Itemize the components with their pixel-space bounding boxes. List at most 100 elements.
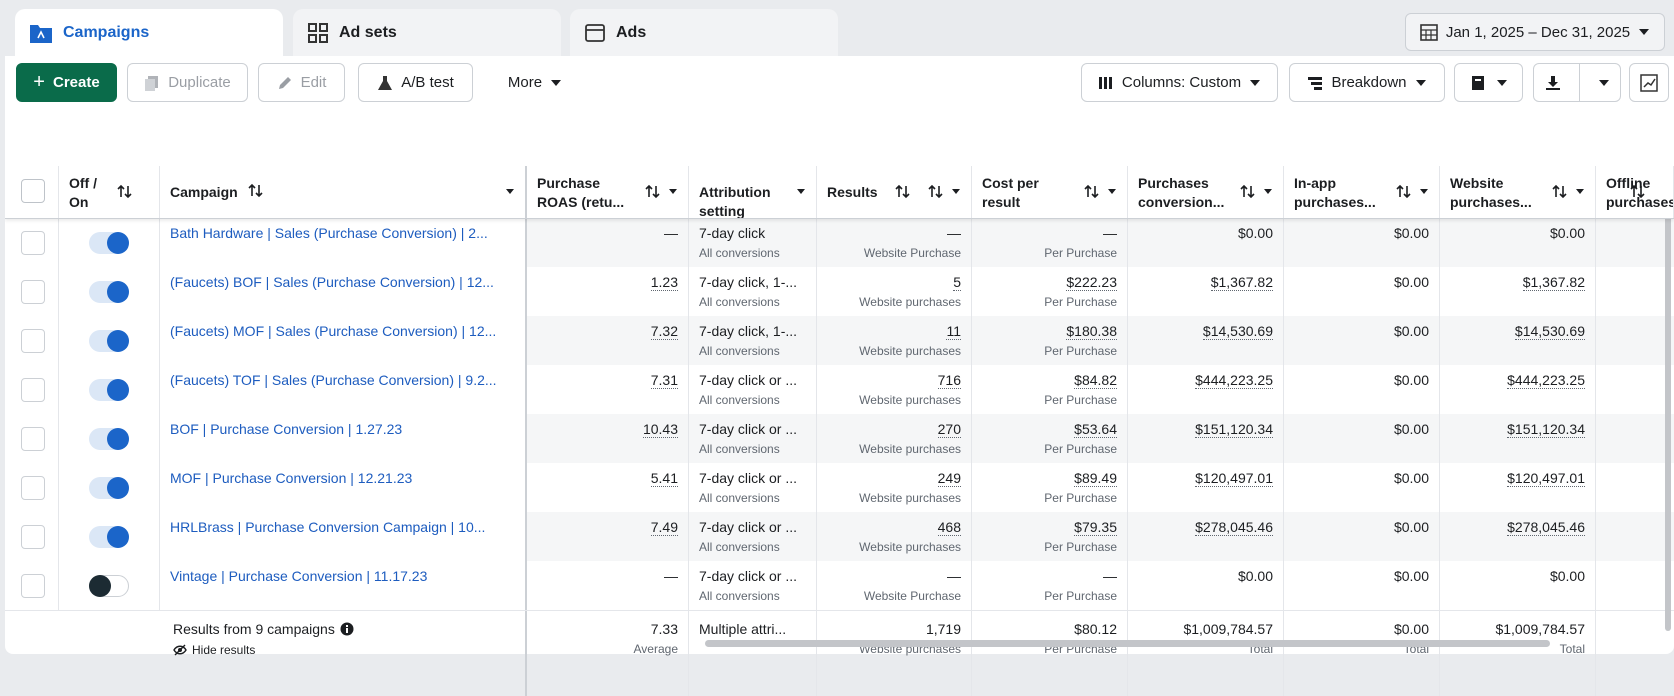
cell-note: Website purchases — [859, 491, 961, 505]
cell-note: Website purchases — [859, 442, 961, 456]
cell — [1596, 561, 1674, 610]
cell — [1596, 512, 1674, 561]
cell: 7-day click or ... All conversions — [689, 414, 817, 463]
campaign-name[interactable]: HRLBrass | Purchase Conversion Campaign … — [170, 519, 486, 535]
summary-value: $0.00 — [1393, 621, 1429, 637]
cell-value: $0.00 — [1393, 225, 1429, 241]
cell-note: All conversions — [699, 491, 780, 505]
cell-note: Per Purchase — [1044, 246, 1117, 260]
cell: $0.00 — [1284, 365, 1440, 414]
button-label: Edit — [300, 74, 327, 91]
info-icon — [340, 622, 354, 636]
column-header[interactable]: Off / On — [59, 166, 160, 218]
cell-note: Website purchases — [859, 344, 961, 358]
cell-value: 7-day click or ... — [699, 470, 798, 486]
toggle[interactable] — [89, 477, 129, 499]
duplicate-button[interactable]: Duplicate — [127, 63, 248, 102]
cell: $1,009,784.57 Total — [1128, 611, 1284, 696]
checkbox[interactable] — [21, 179, 45, 203]
tab-label: Campaigns — [63, 23, 150, 41]
checkbox[interactable] — [21, 231, 45, 255]
checkbox[interactable] — [21, 378, 45, 402]
cell-note: Per Purchase — [1044, 393, 1117, 407]
toggle[interactable] — [89, 575, 129, 597]
cell-value: — — [947, 225, 961, 241]
cell-value: 7-day click — [699, 225, 766, 241]
toggle[interactable] — [89, 330, 129, 352]
cell: 7-day click or ... All conversions — [689, 463, 817, 512]
campaign-name[interactable]: (Faucets) TOF | Sales (Purchase Conversi… — [170, 372, 497, 388]
column-header[interactable]: Cost per result — [972, 166, 1128, 218]
calendar-icon — [1420, 24, 1438, 41]
more-button[interactable]: More — [485, 63, 585, 102]
cell: — Per Purchase — [972, 561, 1128, 610]
cell: $0.00 — [1440, 561, 1596, 610]
cell: — Website Purchase — [817, 561, 972, 610]
create-button[interactable]: + Create — [16, 63, 117, 102]
cell — [5, 166, 59, 218]
checkbox[interactable] — [21, 329, 45, 353]
campaign-name[interactable]: Vintage | Purchase Conversion | 11.17.23 — [170, 568, 428, 584]
summary-value: Multiple attri... — [699, 621, 787, 637]
column-header[interactable]: Results — [817, 166, 972, 218]
cell — [59, 463, 160, 512]
cell: (Faucets) MOF | Sales (Purchase Conversi… — [160, 316, 527, 365]
column-header[interactable]: Purchases conversion... — [1128, 166, 1284, 218]
header-label: Results — [827, 184, 878, 200]
edit-button[interactable]: Edit — [258, 63, 345, 102]
checkbox[interactable] — [21, 280, 45, 304]
cell-value: 7-day click or ... — [699, 372, 798, 388]
chart-button[interactable] — [1629, 63, 1669, 102]
cell: 7.49 — [527, 512, 689, 561]
cell-note: All conversions — [699, 246, 780, 260]
checkbox[interactable] — [21, 574, 45, 598]
tab[interactable]: Ad sets — [293, 9, 561, 56]
adset-icon — [308, 22, 328, 43]
reports-button[interactable] — [1454, 63, 1523, 102]
checkbox[interactable] — [21, 525, 45, 549]
cell: 468 Website purchases — [817, 512, 972, 561]
toggle[interactable] — [89, 281, 129, 303]
campaign-name[interactable]: BOF | Purchase Conversion | 1.27.23 — [170, 421, 403, 437]
column-header[interactable]: Purchase ROAS (retu... — [527, 166, 689, 218]
table-row: HRLBrass | Purchase Conversion Campaign … — [5, 512, 1674, 561]
column-header[interactable]: Offline purchases — [1596, 166, 1674, 218]
cell-value: $0.00 — [1393, 372, 1429, 388]
columns-button[interactable]: Columns: Custom — [1081, 63, 1278, 102]
export-button[interactable] — [1533, 63, 1621, 102]
tab[interactable]: Ads — [570, 9, 838, 56]
column-header[interactable]: Campaign — [160, 166, 527, 218]
checkbox[interactable] — [21, 476, 45, 500]
hide-results[interactable]: Hide results — [173, 643, 255, 657]
cell-value: $0.00 — [1393, 519, 1429, 535]
ab-test-button[interactable]: A/B test — [358, 63, 473, 102]
column-header[interactable]: Website purchases... — [1440, 166, 1596, 218]
tab[interactable]: Campaigns — [15, 9, 283, 56]
cell-value: 1.23 — [650, 274, 678, 291]
date-picker[interactable]: Jan 1, 2025 – Dec 31, 2025 — [1405, 13, 1665, 51]
campaign-name[interactable]: (Faucets) BOF | Sales (Purchase Conversi… — [170, 274, 494, 290]
column-header[interactable]: In-app purchases... — [1284, 166, 1440, 218]
cell-value: 7-day click, 1-... — [699, 274, 798, 290]
flask-icon — [378, 75, 393, 90]
toggle[interactable] — [89, 428, 129, 450]
campaign-name[interactable]: Bath Hardware | Sales (Purchase Conversi… — [170, 225, 488, 241]
checkbox[interactable] — [21, 427, 45, 451]
campaign-name[interactable]: (Faucets) MOF | Sales (Purchase Conversi… — [170, 323, 497, 339]
cell: $0.00 — [1128, 218, 1284, 267]
table-row: Vintage | Purchase Conversion | 11.17.23… — [5, 561, 1674, 610]
cell: $444,223.25 — [1440, 365, 1596, 414]
vertical-scrollbar — [1665, 211, 1671, 631]
caret — [1415, 79, 1426, 86]
cell-value: $0.00 — [1393, 274, 1429, 290]
caret — [1496, 79, 1507, 86]
toggle[interactable] — [89, 379, 129, 401]
breakdown-button[interactable]: Breakdown — [1289, 63, 1445, 102]
cell: — — [527, 561, 689, 610]
column-header[interactable]: Attribution setting — [689, 166, 817, 218]
campaign-name[interactable]: MOF | Purchase Conversion | 12.21.23 — [170, 470, 413, 486]
toggle[interactable] — [89, 232, 129, 254]
screen: Campaigns Ad sets Ads Jan 1, 2025 – Dec … — [5, 9, 1674, 696]
cell: $0.00 — [1284, 218, 1440, 267]
toggle[interactable] — [89, 526, 129, 548]
